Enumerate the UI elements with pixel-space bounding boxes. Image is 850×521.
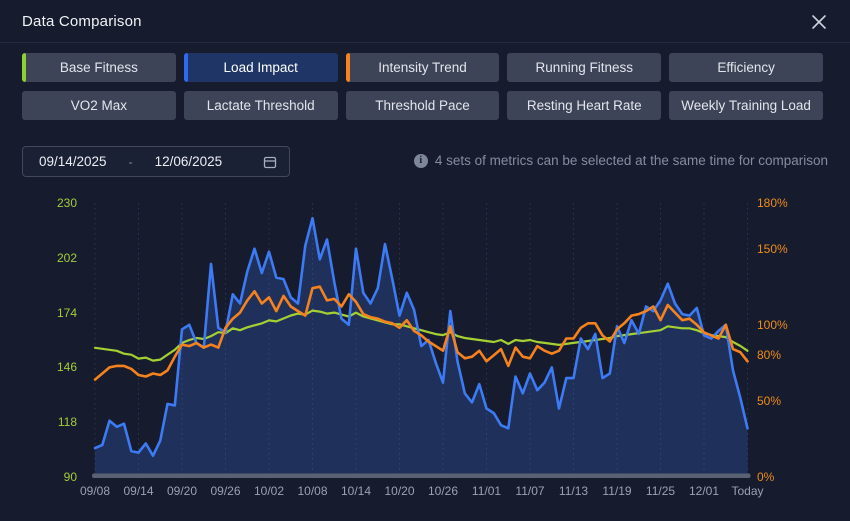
page-title: Data Comparison bbox=[22, 13, 142, 30]
metric-button-efficiency[interactable]: Efficiency bbox=[669, 53, 823, 82]
metric-button-base-fitness[interactable]: Base Fitness bbox=[22, 53, 176, 82]
right-axis-tick: 180% bbox=[757, 196, 803, 210]
close-icon[interactable] bbox=[808, 11, 830, 33]
info-text: 4 sets of metrics can be selected at the… bbox=[435, 153, 828, 168]
metric-button-label: Running Fitness bbox=[536, 60, 634, 75]
metric-button-weekly-training-load[interactable]: Weekly Training Load bbox=[669, 91, 823, 120]
end-date[interactable]: 12/06/2025 bbox=[155, 154, 223, 169]
metric-button-intensity-trend[interactable]: Intensity Trend bbox=[346, 53, 500, 82]
metric-button-load-impact[interactable]: Load Impact bbox=[184, 53, 338, 82]
left-axis-tick: 90 bbox=[33, 470, 77, 484]
right-axis-tick: 100% bbox=[757, 318, 803, 332]
right-axis-tick: 150% bbox=[757, 242, 803, 256]
controls-row: 09/14/2025 - 12/06/2025 i 4 sets of metr… bbox=[22, 146, 828, 177]
metric-button-label: Lactate Threshold bbox=[207, 98, 315, 113]
series-area-load-impact bbox=[95, 218, 748, 477]
metric-button-running-fitness[interactable]: Running Fitness bbox=[507, 53, 661, 82]
metric-button-label: Intensity Trend bbox=[378, 60, 467, 75]
metric-button-label: VO2 Max bbox=[71, 98, 127, 113]
left-axis-tick: 174 bbox=[33, 306, 77, 320]
right-axis-tick: 80% bbox=[757, 348, 803, 362]
selected-accent-bar bbox=[22, 53, 26, 82]
metric-button-lactate-threshold[interactable]: Lactate Threshold bbox=[184, 91, 338, 120]
metric-button-label: Weekly Training Load bbox=[681, 98, 811, 113]
metric-selector: Base Fitness Load Impact Intensity Trend Ru… bbox=[22, 53, 823, 129]
date-separator: - bbox=[129, 155, 133, 169]
metric-button-label: Threshold Pace bbox=[375, 98, 470, 113]
metric-button-resting-heart-rate[interactable]: Resting Heart Rate bbox=[507, 91, 661, 120]
metric-tabs-row-1: Base Fitness Load Impact Intensity Trend Ru… bbox=[22, 53, 823, 82]
metric-tabs-row-2: VO2 Max Lactate Threshold Threshold Pace Re… bbox=[22, 91, 823, 120]
metric-button-label: Load Impact bbox=[224, 60, 298, 75]
metric-button-label: Resting Heart Rate bbox=[527, 98, 642, 113]
metric-button-label: Efficiency bbox=[717, 60, 775, 75]
left-axis-tick: 202 bbox=[33, 251, 77, 265]
info-note: i 4 sets of metrics can be selected at t… bbox=[414, 153, 828, 168]
left-axis-tick: 118 bbox=[33, 415, 77, 429]
left-axis-tick: 230 bbox=[33, 196, 77, 210]
dialog-header: Data Comparison bbox=[0, 0, 850, 43]
metric-button-label: Base Fitness bbox=[60, 60, 138, 75]
right-axis-tick: 0% bbox=[757, 470, 803, 484]
start-date[interactable]: 09/14/2025 bbox=[39, 154, 107, 169]
selected-accent-bar bbox=[346, 53, 350, 82]
right-axis-tick: 50% bbox=[757, 394, 803, 408]
metric-button-vo2-max[interactable]: VO2 Max bbox=[22, 91, 176, 120]
date-range-picker[interactable]: 09/14/2025 - 12/06/2025 bbox=[22, 146, 290, 177]
x-axis-line bbox=[92, 474, 751, 479]
selected-accent-bar bbox=[184, 53, 188, 82]
metric-button-threshold-pace[interactable]: Threshold Pace bbox=[346, 91, 500, 120]
chart-canvas bbox=[0, 190, 850, 521]
info-icon: i bbox=[414, 154, 428, 168]
left-axis-tick: 146 bbox=[33, 360, 77, 374]
x-axis-tick: Today bbox=[718, 484, 778, 498]
calendar-icon[interactable] bbox=[263, 155, 277, 169]
comparison-chart: 901181461742022300%50%80%100%150%180%09/… bbox=[0, 190, 850, 521]
